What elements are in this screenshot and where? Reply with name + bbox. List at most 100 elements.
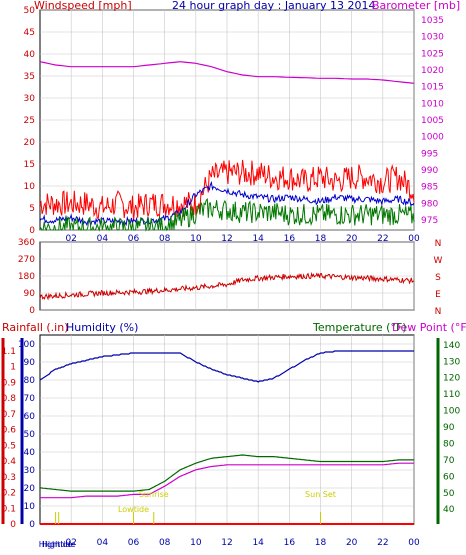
series-average-line — [39, 197, 415, 232]
temperature-tick-label: 80 — [443, 439, 455, 449]
barometer-tick-label: 1030 — [421, 33, 444, 43]
humidity-tick-label: 100 — [18, 340, 35, 350]
rainfall-tick-label: 0.9 — [2, 378, 17, 388]
dewpoint-axis-label: Dew Point (°F) — [392, 321, 466, 334]
windspeed-tick-labels: 0 5 10 15 20 25 30 35 40 45 50 — [24, 6, 36, 236]
humidity-tick-label: 90 — [24, 358, 36, 368]
x-tick-label: 14 — [252, 538, 264, 548]
annotation-label: Sun Set — [305, 490, 336, 499]
annotation-label: Hightide — [39, 540, 73, 549]
x-tick-label: 14 — [252, 234, 264, 244]
temperature-tick-label: 90 — [443, 423, 455, 433]
windspeed-tick-label: 40 — [24, 50, 36, 60]
series-dew-point-line — [40, 462, 414, 499]
barometer-tick-label: 1000 — [421, 133, 444, 143]
x-tick-label: 06 — [128, 234, 140, 244]
rainfall-tick-label: 0.2 — [2, 489, 16, 499]
barometer-tick-label: 980 — [421, 199, 438, 209]
x-tick-label: 12 — [221, 234, 232, 244]
humidity-tick-label: 60 — [24, 412, 36, 422]
x-tick-label: 22 — [377, 234, 388, 244]
temperature-tick-label: 110 — [443, 390, 460, 400]
barometer-tick-label: 1025 — [421, 49, 444, 59]
rainfall-tick-label: 0.6 — [2, 426, 17, 436]
x-tick-label: 20 — [346, 538, 358, 548]
compass-label: E — [435, 290, 441, 300]
series-speed-line — [39, 180, 415, 227]
temperature-tick-label: 130 — [443, 357, 460, 367]
humidity-tick-label: 50 — [24, 430, 36, 440]
humidity-axis-label: Humidity (%) — [66, 321, 138, 334]
windspeed-axis-label: Windspeed [mph] — [34, 0, 132, 12]
annotation-label: Sunrise — [139, 490, 169, 499]
rainfall-tick-label: 0.8 — [2, 394, 17, 404]
windspeed-tick-label: 45 — [24, 28, 35, 38]
temperature-tick-label: 140 — [443, 341, 460, 351]
humidity-tick-label: 70 — [24, 394, 36, 404]
temperature-axis-label: Temperature (°F) — [312, 321, 407, 334]
temperature-tick-label: 60 — [443, 472, 455, 482]
humidity-tick-label: 10 — [24, 502, 36, 512]
x-tick-label: 02 — [65, 538, 76, 548]
temperature-tick-labels: 40 50 60 70 80 90 100 110 120 130 140 — [443, 341, 460, 515]
x-tick-label: 18 — [315, 234, 327, 244]
panel3-series — [39, 350, 414, 525]
rainfall-tick-label: 0.5 — [2, 441, 16, 451]
direction-tick-label: 180 — [18, 272, 35, 282]
humidity-tick-label: 0 — [29, 520, 35, 530]
temperature-tick-label: 50 — [443, 489, 455, 499]
barometer-tick-label: 1035 — [421, 16, 444, 26]
x-tick-label: 04 — [97, 538, 109, 548]
barometer-tick-label: 1015 — [421, 83, 444, 93]
compass-label: W — [434, 256, 443, 266]
series-gust-line — [39, 159, 415, 222]
series-humidity-line — [39, 350, 414, 383]
x-tick-label: 10 — [190, 234, 202, 244]
rainfall-tick-label: 0.7 — [2, 410, 16, 420]
temperature-tick-label: 70 — [443, 456, 455, 466]
direction-tick-label: 90 — [24, 289, 36, 299]
compass-label: S — [435, 273, 441, 283]
rainfall-tick-label: 0.1 — [2, 504, 16, 514]
windspeed-tick-label: 50 — [24, 6, 36, 16]
barometer-tick-label: 1005 — [421, 116, 444, 126]
humidity-tick-labels: 0 10 20 30 40 50 60 70 80 90 100 — [18, 340, 35, 530]
panel1-x-tick-labels: 02 04 06 08 10 12 14 16 18 20 22 00 — [65, 234, 420, 244]
temperature-tick-label: 100 — [443, 407, 460, 417]
windspeed-tick-label: 20 — [24, 138, 36, 148]
compass-label: N — [435, 239, 442, 249]
windspeed-tick-label: 15 — [24, 160, 35, 170]
barometer-axis-label: Barometer [mb] — [372, 0, 460, 12]
series-barometer-line — [39, 61, 415, 84]
humidity-tick-label: 80 — [24, 376, 36, 386]
rainfall-tick-label: 0.3 — [2, 473, 16, 483]
windspeed-tick-label: 35 — [24, 72, 35, 82]
windspeed-tick-label: 30 — [24, 94, 36, 104]
direction-tick-label: 0 — [29, 306, 35, 316]
rainfall-tick-label: 0 — [10, 520, 16, 530]
x-tick-label: 16 — [284, 538, 296, 548]
rainfall-tick-labels: 0 0.1 0.2 0.3 0.4 0.5 0.6 0.7 0.8 0.9 1 1.1 — [2, 347, 17, 530]
x-tick-label: 12 — [221, 538, 232, 548]
rainfall-tick-label: 1.1 — [2, 347, 16, 357]
rainfall-tick-label: 1 — [10, 363, 16, 373]
series-wind-direction-line — [39, 271, 415, 301]
x-tick-label: 00 — [408, 234, 420, 244]
windspeed-tick-label: 0 — [29, 226, 35, 236]
x-tick-label: 18 — [315, 538, 327, 548]
windspeed-tick-label: 10 — [24, 182, 36, 192]
compass-label: N — [435, 307, 442, 317]
x-tick-label: 00 — [408, 538, 420, 548]
direction-tick-label: 270 — [18, 255, 35, 265]
panel1-series — [39, 61, 415, 232]
temperature-tick-label: 120 — [443, 374, 460, 384]
barometer-tick-label: 990 — [421, 166, 438, 176]
x-tick-label: 22 — [377, 538, 388, 548]
barometer-tick-label: 985 — [421, 183, 438, 193]
annotation-label: Hightide — [42, 540, 76, 549]
